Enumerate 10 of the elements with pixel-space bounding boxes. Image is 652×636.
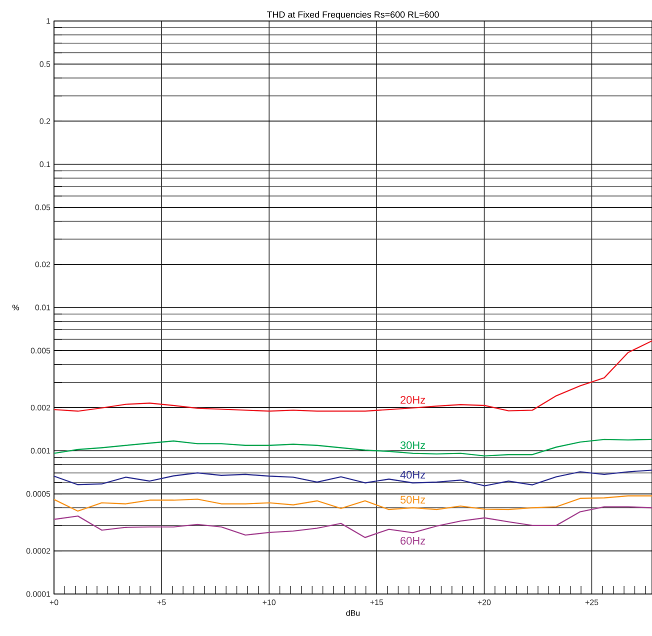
chart-title: THD at Fixed Frequencies Rs=600 RL=600 [266, 11, 439, 20]
line-series [54, 470, 652, 486]
series-label: 60Hz [400, 536, 426, 545]
series-label: 50Hz [400, 496, 426, 504]
line-series [54, 438, 652, 457]
series-label: 30Hz [400, 441, 426, 450]
line-series [54, 495, 652, 512]
line-series [54, 506, 652, 538]
series-label: 20Hz [400, 396, 426, 404]
series-label: 40Hz [400, 470, 426, 479]
